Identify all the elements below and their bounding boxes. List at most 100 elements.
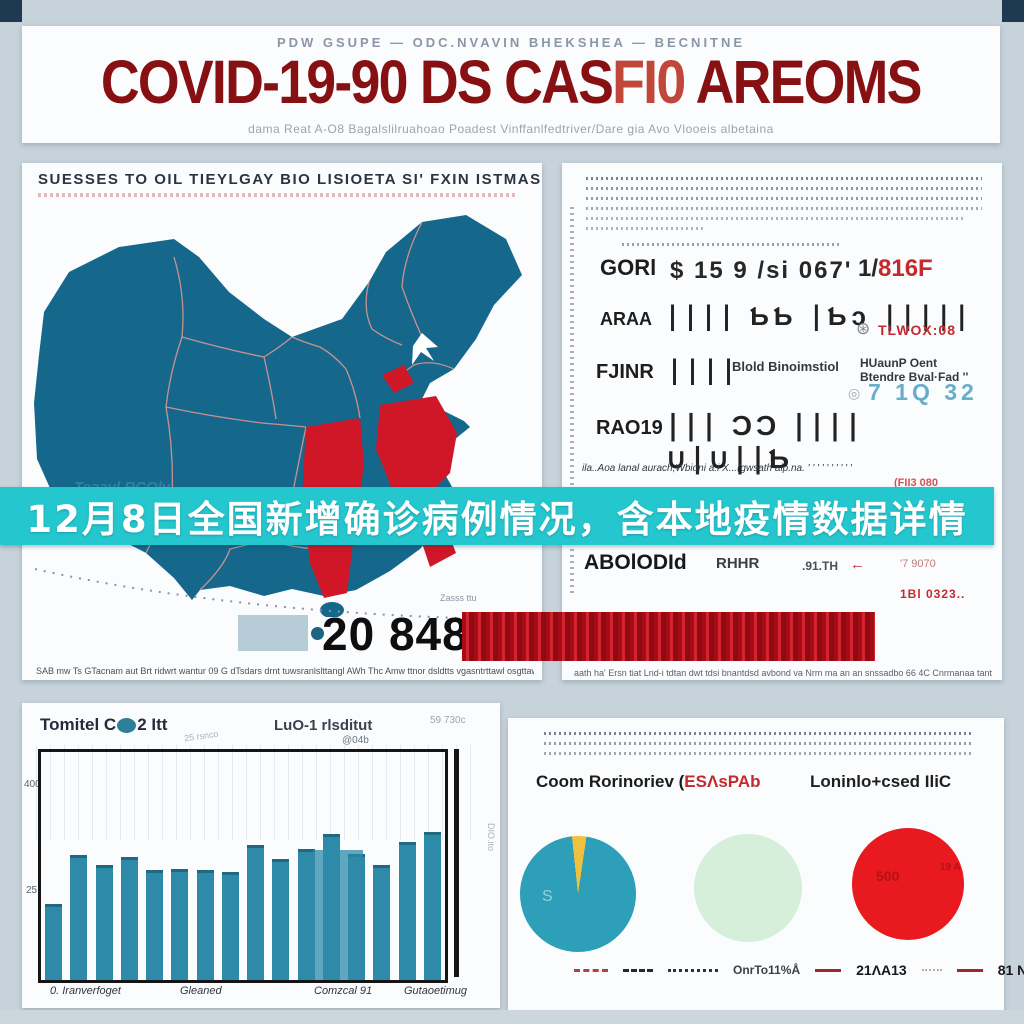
fraction-red: 816F bbox=[878, 255, 933, 282]
pie-header-left-black: Coom Rorinoriev ( bbox=[536, 772, 685, 791]
header-subtitle: dama Reat A-O8 Bagalslilruahoao Poadest … bbox=[248, 122, 774, 136]
eye-icon: ◎ bbox=[848, 385, 861, 401]
row-value: $ 15 9 /si 067' bbox=[670, 257, 853, 284]
chart-artifact-block bbox=[313, 850, 363, 980]
row-value-fraction: 1/816F bbox=[858, 255, 933, 283]
row-tally-marks: ∣∣∣ ƆƆ ∣∣∣∣ ∪∣∪∣∣Ƅ bbox=[666, 410, 864, 474]
faint-note: 59 730c bbox=[430, 715, 466, 726]
red-stamp-text: TLWOX:08 bbox=[878, 322, 957, 338]
province-border bbox=[263, 356, 277, 420]
bar bbox=[398, 842, 416, 980]
blue-figure: 7 1Q 32 bbox=[868, 379, 978, 405]
pie-chart-teal bbox=[520, 836, 636, 952]
pie-chart-red bbox=[852, 828, 964, 940]
title-light-segment: FI0 bbox=[612, 48, 686, 116]
bar bbox=[70, 855, 88, 980]
x-axis-label: Comzcal 91 bbox=[314, 985, 373, 997]
row-tally-marks: ∣∣∣∣ ƄƄ ∣Ƅɔ ∣∣∣∣∣ bbox=[666, 301, 974, 331]
sub-row-text: .91.TH bbox=[802, 559, 839, 573]
y-axis-label: 25 bbox=[26, 885, 38, 896]
sub-row-bold: ABOlODId bbox=[584, 551, 687, 574]
map-heading-underline bbox=[38, 193, 516, 197]
sub-row-red-figure: '7 9070 bbox=[900, 558, 936, 570]
bar bbox=[423, 832, 441, 980]
total-cases-value: 20 848 bbox=[322, 608, 469, 660]
micro-text-column bbox=[570, 203, 574, 593]
x-axis-label: Gutaoetimug bbox=[404, 985, 467, 997]
title-main: COVID-19-90 DS CAS bbox=[101, 48, 614, 116]
bar bbox=[221, 872, 239, 980]
highlighted-province-north bbox=[382, 365, 414, 393]
micro-text-row bbox=[544, 732, 974, 735]
header-panel: PDW GSUPE — ODC.NVAVIN BHEKSHEA — BECNIT… bbox=[22, 26, 1000, 143]
red-note: 1Bl 0323.. bbox=[900, 587, 966, 601]
bar bbox=[247, 845, 265, 980]
frame-accent-bar bbox=[454, 749, 459, 977]
bar bbox=[45, 904, 62, 980]
legend-label: 81 N6" bbox=[997, 962, 1024, 978]
legend-mark-red-line bbox=[815, 968, 842, 972]
background-strip bbox=[0, 1010, 1024, 1024]
table-footnote-red: (FII3 080 bbox=[894, 477, 939, 489]
map-caption: SAB mw Ts GTacnam aut Brt ridwrt wantur … bbox=[36, 666, 534, 676]
row-text: Blold Binoimstiol bbox=[732, 359, 839, 374]
bar bbox=[120, 857, 138, 980]
table-footnote: ila..Aoa lanal aurach,Wbidni a.i X...(gw… bbox=[582, 463, 852, 474]
x-axis-label: Gleaned bbox=[180, 985, 222, 997]
page-title: COVID-19-90 DS CASFI0 AREOMS bbox=[22, 52, 1000, 113]
pie-header-left: Coom Rorinoriev (ESΛsPAb bbox=[536, 772, 761, 792]
stamp-icon: ⊛ bbox=[856, 319, 871, 338]
china-map-panel: SUESSES TO OIL TIEYLGAY BIO LISIOETA SI'… bbox=[22, 163, 542, 680]
teal-disc-icon bbox=[117, 717, 137, 733]
x-axis-label: 0. Iranverfoget bbox=[50, 985, 121, 997]
china-map bbox=[34, 215, 522, 617]
province-border bbox=[165, 406, 307, 428]
pie-inner-label: S bbox=[542, 888, 553, 905]
title-end: AREOMS bbox=[684, 48, 923, 116]
bar bbox=[196, 870, 214, 980]
micro-text-row bbox=[586, 217, 966, 220]
legend-label: 21ΛA13 bbox=[856, 962, 907, 978]
legend-mark-faint-dots bbox=[921, 969, 942, 971]
sub-row-text: RHHR bbox=[716, 555, 760, 572]
data-table-panel: GORl $ 15 9 /si 067' 1/816F ARAA ∣∣∣∣ ƄƄ… bbox=[562, 163, 1002, 680]
legend-mark-red-dash bbox=[574, 968, 608, 972]
row-label: ARAA bbox=[600, 309, 652, 329]
legend-mark-red-line bbox=[956, 968, 983, 972]
province-border bbox=[365, 281, 403, 346]
micro-text-row bbox=[544, 752, 974, 755]
map-panel-heading: SUESSES TO OIL TIEYLGAY BIO LISIOETA SI'… bbox=[38, 171, 542, 188]
row-label: GORl bbox=[600, 255, 657, 280]
bar bbox=[272, 859, 290, 980]
row-label: FJINR bbox=[596, 361, 654, 383]
legend-mark-black-dash bbox=[623, 968, 653, 972]
micro-text-row bbox=[586, 227, 706, 230]
row-text: HUaunP Oent bbox=[860, 356, 938, 370]
pie-header-left-red: ESΛsPAb bbox=[684, 772, 761, 791]
bar bbox=[373, 865, 391, 980]
micro-text-row bbox=[586, 207, 982, 210]
province-border bbox=[401, 221, 423, 338]
bar bbox=[95, 865, 113, 980]
side-note-vertical: DIO.ito bbox=[486, 823, 496, 852]
plane-icon bbox=[412, 333, 438, 365]
pie-charts-panel: Coom Rorinoriev (ESΛsPAb Loninlo+csed Il… bbox=[508, 718, 1024, 1010]
bar bbox=[297, 849, 315, 980]
pie-header-right: Loninlo+csed IliC bbox=[810, 772, 952, 791]
headline-banner: 12月8日全国新增确诊病例情况，含本地疫情数据详情 bbox=[0, 487, 994, 545]
micro-text-row bbox=[586, 187, 982, 190]
pie-chart-mint bbox=[694, 834, 802, 942]
legend-row: OnrTo11%Å 21ΛA13 81 N6" bbox=[574, 962, 1024, 978]
highlighted-province-east bbox=[376, 396, 457, 499]
red-striped-bar bbox=[462, 612, 875, 661]
micro-text-row bbox=[544, 742, 974, 745]
sketch-gridlines bbox=[36, 745, 480, 840]
chart-frame bbox=[38, 749, 448, 983]
hainan-island bbox=[320, 602, 344, 617]
pie-inner-label: 19 A bbox=[940, 862, 961, 873]
panel-caption: aath ha' Ersn tiat Lnd-i tdtan dwt tdsi … bbox=[574, 668, 992, 678]
bar-chart-panel: Tomitel C 2 Itt 25 rsnco LuO-1 rlsditut @… bbox=[22, 703, 500, 1008]
chart-title-left: Tomitel C bbox=[40, 715, 117, 734]
stat-dot-icon bbox=[311, 627, 324, 640]
